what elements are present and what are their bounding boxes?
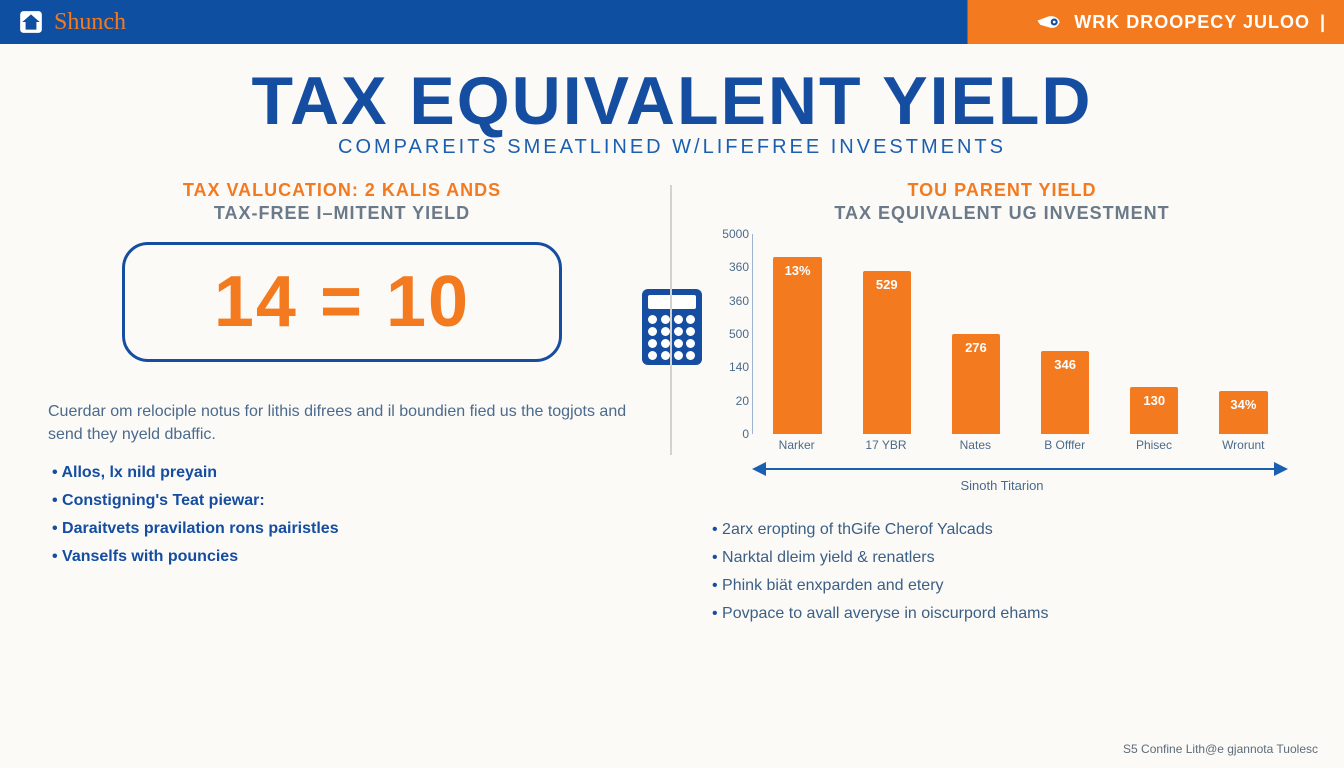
chart-xlabels: Narker 17 YBR Nates B Offfer Phisec Wrorunt (752, 434, 1288, 452)
left-bullet-list: Allos, lx nild preyain Constigning's Tea… (48, 464, 636, 566)
right-column: TOU PARENT YIELD TAX EQUIVALENT UG INVES… (672, 179, 1296, 725)
chart-ytick: 360 (709, 294, 749, 308)
right-bullet: Povpace to avall averyse in oiscurpord e… (712, 605, 1296, 623)
chart-ytick: 5000 (709, 227, 749, 241)
left-bullet: Daraitvets pravilation rons pairistles (52, 520, 636, 538)
topbar-right: WRK DROOPECY JULOO | (1036, 12, 1326, 33)
topbar: Shunch WRK DROOPECY JULOO | (0, 0, 1344, 44)
chart-ytick: 140 (709, 360, 749, 374)
chart-bar-slot: 529 (852, 271, 921, 434)
chart-bar: 34% (1219, 391, 1267, 434)
chart-xlabel: Nates (941, 438, 1010, 452)
chart-bar-label: 130 (1143, 393, 1165, 408)
chart-ytick: 500 (709, 327, 749, 341)
chart-xlabel: 17 YBR (851, 438, 920, 452)
topbar-left: Shunch (18, 9, 126, 36)
chart-bar-slot: 13% (763, 257, 832, 434)
chart-bar-label: 346 (1054, 357, 1076, 372)
whistle-icon (1036, 12, 1064, 32)
chart-axis-arrow (752, 462, 1288, 476)
topbar-separator: | (1320, 12, 1326, 33)
bar-chart: 5000360360500140200 13%52927634613034% N… (708, 234, 1296, 493)
left-paragraph: Cuerdar om relociple notus for lithis di… (48, 400, 636, 446)
house-icon (18, 9, 44, 35)
right-bullet: Phink biät enxparden and etery (712, 577, 1296, 595)
chart-xlabel: Narker (762, 438, 831, 452)
hero-title-block: TAX EQUIVALENT YIELD COMPAREITS SMEATLIN… (0, 44, 1344, 165)
left-column: TAX VALUCATION: 2 KALIS ANDS TAX-FREE I–… (48, 179, 672, 725)
chart-bar-slot: 276 (941, 334, 1010, 434)
chart-xlabel: B Offfer (1030, 438, 1099, 452)
chart-axis-label: Sinoth Titarion (708, 478, 1296, 493)
right-bullet: Narktal dleim yield & renatlers (712, 549, 1296, 567)
right-bullet: 2arx eropting of thGife Cherof Yalcads (712, 521, 1296, 539)
chart-bar-slot: 34% (1209, 391, 1278, 434)
brand-name: Shunch (54, 9, 126, 36)
chart-bar-label: 529 (876, 277, 898, 292)
chart-ytick: 20 (709, 394, 749, 408)
chart-bar-label: 34% (1230, 397, 1256, 412)
right-title-line1: TOU PARENT YIELD (708, 179, 1296, 202)
left-section-title: TAX VALUCATION: 2 KALIS ANDS TAX-FREE I–… (48, 179, 636, 224)
left-title-line2: TAX-FREE I–MITENT YIELD (48, 202, 636, 225)
chart-plot-area: 5000360360500140200 13%52927634613034% (752, 234, 1288, 434)
chart-bar: 346 (1041, 351, 1089, 434)
chart-bar: 130 (1130, 387, 1178, 434)
chart-bars: 13% 529 276 346 130 34% (753, 234, 1288, 434)
formula-text: 14 = 10 (214, 261, 470, 343)
chart-bar-slot: 346 (1031, 351, 1100, 434)
chart-xlabel: Wrorunt (1209, 438, 1278, 452)
formula-box: 14 = 10 (122, 242, 562, 362)
content-columns: TAX VALUCATION: 2 KALIS ANDS TAX-FREE I–… (0, 165, 1344, 725)
calculator-icon (642, 289, 702, 365)
chart-bar-label: 276 (965, 340, 987, 355)
left-bullet: Vanselfs with pouncies (52, 548, 636, 566)
chart-bar-label: 13% (785, 263, 811, 278)
column-separator (670, 185, 672, 455)
chart-bar-slot: 130 (1120, 387, 1189, 434)
chart-bar: 529 (863, 271, 911, 434)
chart-ytick: 360 (709, 260, 749, 274)
chart-bar: 276 (952, 334, 1000, 434)
left-bullet: Constigning's Teat piewar: (52, 492, 636, 510)
topbar-right-label: WRK DROOPECY JULOO (1074, 12, 1310, 33)
chart-xlabel: Phisec (1119, 438, 1188, 452)
right-title-line2: TAX EQUIVALENT UG INVESTMENT (708, 202, 1296, 225)
chart-bar: 13% (773, 257, 821, 434)
footer-text: S5 Confine Lith@e gjannota Tuolesc (1123, 742, 1318, 756)
left-title-line1: TAX VALUCATION: 2 KALIS ANDS (48, 179, 636, 202)
page-title: TAX EQUIVALENT YIELD (0, 62, 1344, 140)
right-section-title: TOU PARENT YIELD TAX EQUIVALENT UG INVES… (708, 179, 1296, 224)
left-bullet: Allos, lx nild preyain (52, 464, 636, 482)
chart-yticks: 5000360360500140200 (709, 234, 749, 434)
page-subtitle: COMPAREITS SMEATLINED W/LIFEFREE INVESTM… (0, 136, 1344, 159)
right-bullet-list: 2arx eropting of thGife Cherof Yalcads N… (708, 521, 1296, 623)
chart-ytick: 0 (709, 427, 749, 441)
